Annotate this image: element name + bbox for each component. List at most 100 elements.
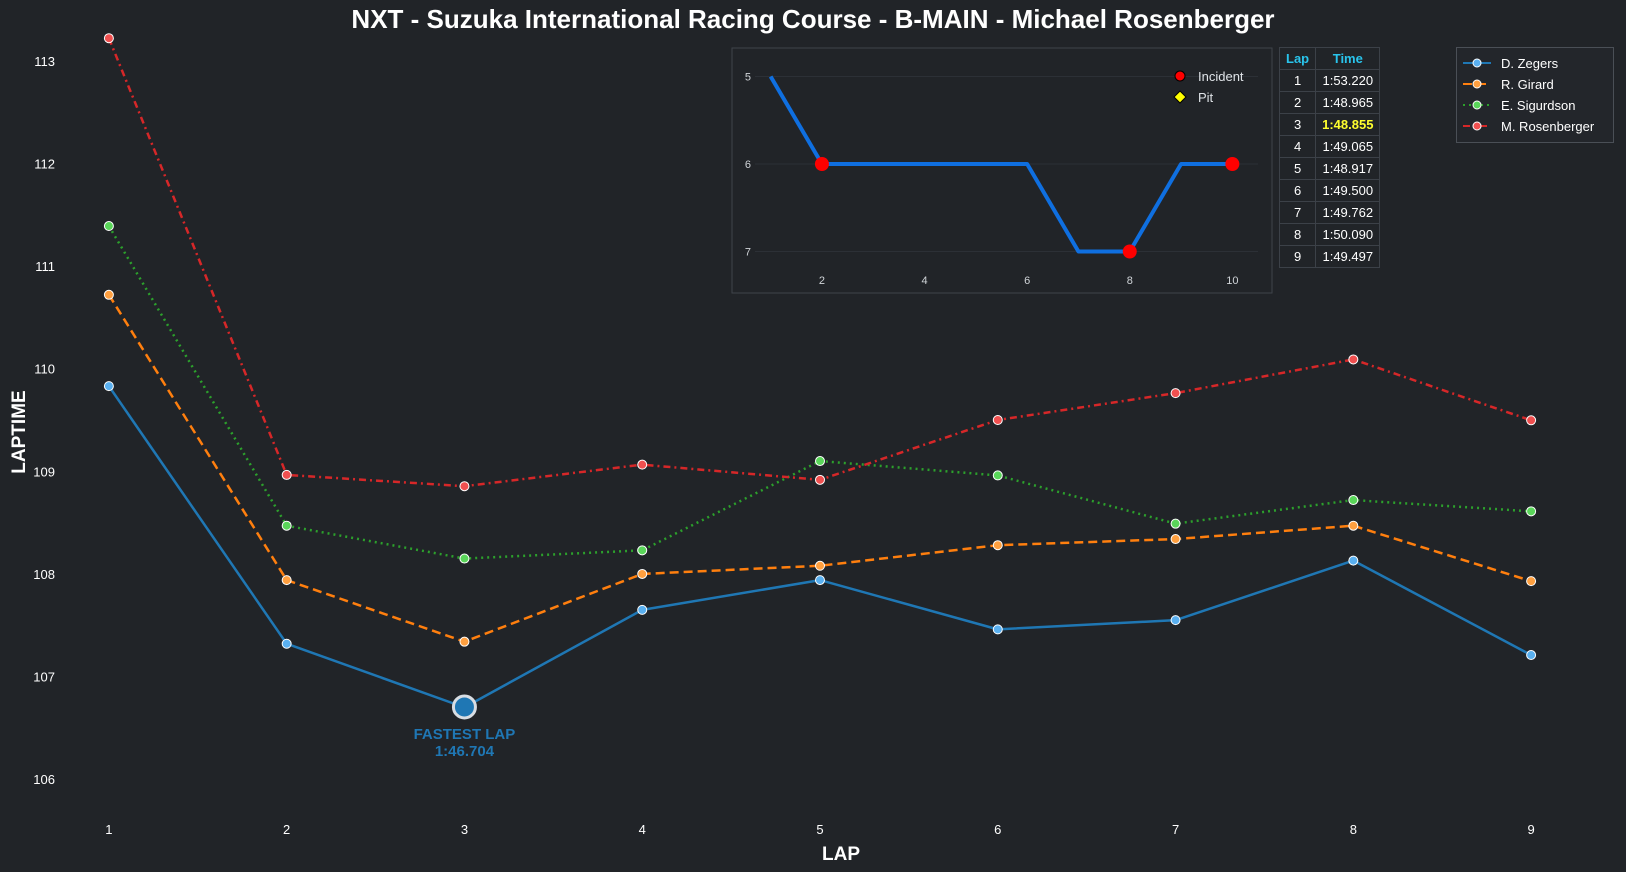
lap-number-cell: 2 [1278, 91, 1317, 114]
data-point [992, 470, 1003, 481]
position-line [768, 75, 1233, 254]
series-m-rosenberger [103, 33, 1537, 492]
y-axis-label: LAPTIME [9, 390, 30, 473]
data-point [103, 381, 114, 392]
y-tick-label: 113 [34, 54, 55, 69]
data-point [992, 624, 1003, 635]
data-point [103, 221, 114, 232]
data-point [637, 545, 648, 556]
lap-time-cell: 1:49.497 [1315, 245, 1381, 268]
data-point [1526, 650, 1537, 661]
lap-row: 7 1:49.762 [1278, 201, 1381, 224]
legend-entry: D. Zegers [1457, 53, 1558, 73]
lap-row: 2 1:48.965 [1278, 91, 1381, 114]
incident-legend-icon [1174, 70, 1186, 82]
inset-x-tick-label: 4 [921, 275, 927, 287]
fastest-lap-time: 1:46.704 [435, 743, 495, 760]
lap-number-cell: 4 [1278, 135, 1317, 158]
data-point [281, 520, 292, 531]
legend-label: E. Sigurdson [1501, 97, 1576, 113]
data-point [1170, 534, 1181, 545]
legend-line-icon [1463, 100, 1491, 110]
pit-legend-icon [1173, 90, 1187, 104]
lap-time-cell: 1:48.855 [1315, 113, 1381, 136]
y-tick-label: 109 [33, 464, 55, 479]
data-point [103, 289, 114, 300]
data-point [459, 553, 470, 564]
inset-y-tick-label: 6 [745, 159, 751, 171]
legend-entry: E. Sigurdson [1457, 95, 1575, 115]
legend-line-icon [1463, 121, 1491, 131]
time-column-header: Time [1315, 47, 1381, 70]
series-line [107, 385, 1532, 709]
x-tick-label: 1 [105, 822, 112, 837]
lap-row: 3 1:48.855 [1278, 113, 1381, 136]
data-point [815, 456, 825, 467]
data-point [815, 575, 825, 586]
y-tick-label: 108 [33, 567, 55, 582]
incident-marker [814, 157, 829, 171]
legend-entry: R. Girard [1457, 74, 1554, 94]
data-point [1348, 520, 1359, 531]
data-point [1170, 388, 1181, 399]
y-tick-label: 112 [34, 156, 55, 171]
data-point [637, 568, 648, 579]
series-line [107, 294, 1532, 643]
lap-number-cell: 9 [1278, 245, 1317, 268]
lap-row: 6 1:49.500 [1278, 179, 1381, 202]
lap-time-cell: 1:49.065 [1315, 135, 1381, 158]
data-point [281, 575, 292, 586]
inset-position-chart: 5 6 7 2 4 6 8 10 Incident Pit [745, 69, 1258, 287]
x-tick-label: 5 [816, 822, 823, 837]
data-point [1348, 495, 1359, 506]
inset-y-tick-label: 7 [745, 247, 751, 259]
data-point [459, 481, 470, 492]
data-point [281, 469, 292, 480]
lap-time-cell: 1:49.762 [1315, 201, 1381, 224]
inset-x-tick-label: 10 [1226, 275, 1238, 287]
data-point [992, 540, 1003, 551]
data-point [459, 636, 470, 647]
inset-x-tick-label: 6 [1024, 275, 1030, 287]
y-tick-label: 106 [33, 772, 55, 787]
data-point [1348, 354, 1359, 365]
data-point [103, 33, 114, 44]
inset-legend-label: Incident [1198, 69, 1244, 84]
x-tick-label: 8 [1350, 822, 1357, 837]
fastest-lap-marker [451, 694, 477, 720]
chart-title: NXT - Suzuka International Racing Course… [351, 4, 1275, 34]
x-tick-label: 6 [994, 822, 1001, 837]
lap-time-cell: 1:48.965 [1315, 91, 1381, 114]
lap-number-cell: 5 [1278, 157, 1317, 180]
lap-number-cell: 3 [1278, 113, 1317, 136]
chart-legend: D. Zegers R. Girard E. Sigurdson M. Rosenbe… [1456, 47, 1614, 143]
data-point [815, 474, 825, 485]
lap-row: 4 1:49.065 [1278, 135, 1381, 158]
y-tick-label: 110 [34, 362, 55, 377]
x-tick-label: 3 [461, 822, 468, 837]
x-tick-label: 7 [1172, 822, 1179, 837]
data-point [815, 560, 825, 571]
legend-label: D. Zegers [1501, 55, 1559, 71]
series-r-girard [103, 289, 1537, 647]
legend-label: R. Girard [1501, 76, 1554, 92]
y-tick-label: 107 [33, 670, 55, 685]
lap-row: 1 1:53.220 [1278, 69, 1381, 92]
x-tick-label: 9 [1527, 822, 1534, 837]
lap-row: 5 1:48.917 [1278, 157, 1381, 180]
data-point [1526, 506, 1537, 517]
lap-number-cell: 7 [1278, 201, 1317, 224]
y-tick-label: 111 [35, 259, 55, 274]
x-tick-label: 4 [639, 822, 646, 837]
inset-y-tick-label: 5 [745, 72, 751, 84]
lap-number-cell: 1 [1278, 69, 1317, 92]
lap-number-cell: 8 [1278, 223, 1317, 246]
inset-frame [731, 47, 1273, 294]
lap-time-cell: 1:48.917 [1315, 157, 1381, 180]
x-axis-label: LAP [822, 844, 860, 865]
incident-marker [1225, 157, 1240, 171]
lap-time-cell: 1:49.500 [1315, 179, 1381, 202]
lap-row: 9 1:49.497 [1278, 245, 1381, 268]
lap-time-table: Lap Time 1 1:53.220 2 1:48.965 3 1:48.855 4 1:4… [1278, 47, 1381, 268]
